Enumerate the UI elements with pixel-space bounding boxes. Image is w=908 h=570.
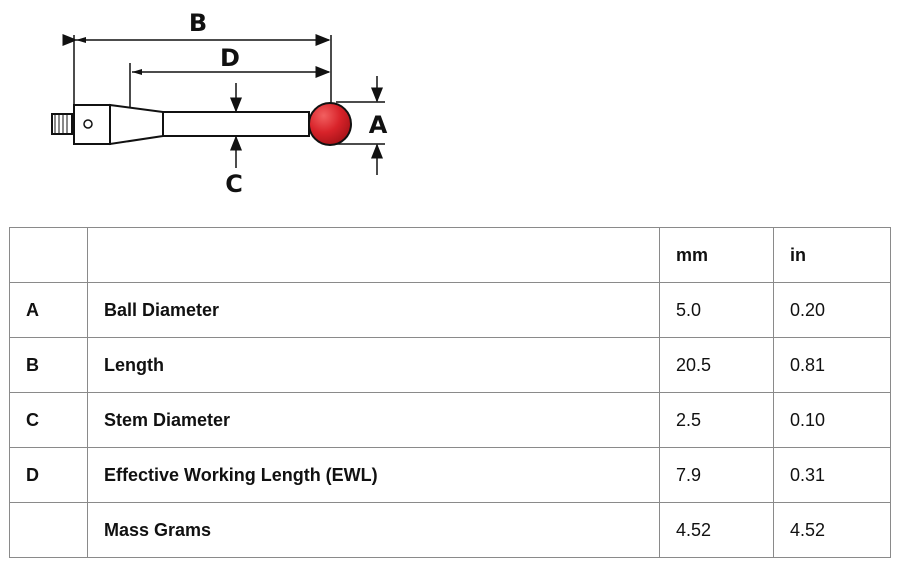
taper bbox=[109, 103, 164, 146]
row-name: Length bbox=[87, 337, 660, 393]
row-key bbox=[9, 502, 88, 558]
row-mm: 5.0 bbox=[659, 282, 774, 338]
table-row: C Stem Diameter 2.5 0.10 bbox=[9, 392, 891, 448]
header-name bbox=[87, 227, 660, 283]
row-mm: 2.5 bbox=[659, 392, 774, 448]
header-mm: mm bbox=[659, 227, 774, 283]
label-d: D bbox=[220, 44, 240, 72]
table-row: D Effective Working Length (EWL) 7.9 0.3… bbox=[9, 447, 891, 503]
row-in: 4.52 bbox=[773, 502, 891, 558]
table-header-row: mm in bbox=[9, 227, 891, 283]
row-name: Effective Working Length (EWL) bbox=[87, 447, 660, 503]
row-in: 0.31 bbox=[773, 447, 891, 503]
dimensions-table: mm in A Ball Diameter 5.0 0.20 B Length … bbox=[9, 227, 891, 558]
row-key: A bbox=[9, 282, 88, 338]
label-c: C bbox=[225, 170, 243, 198]
table-row: B Length 20.5 0.81 bbox=[9, 337, 891, 393]
row-in: 0.10 bbox=[773, 392, 891, 448]
row-in: 0.81 bbox=[773, 337, 891, 393]
row-mm: 20.5 bbox=[659, 337, 774, 393]
row-name: Ball Diameter bbox=[87, 282, 660, 338]
table-row: Mass Grams 4.52 4.52 bbox=[9, 502, 891, 558]
row-mm: 7.9 bbox=[659, 447, 774, 503]
label-a: A bbox=[369, 111, 388, 139]
row-mm: 4.52 bbox=[659, 502, 774, 558]
row-name: Mass Grams bbox=[87, 502, 660, 558]
ruby-ball bbox=[308, 102, 352, 146]
stylus-diagram: B D A C bbox=[51, 9, 388, 198]
row-key: C bbox=[9, 392, 88, 448]
label-b: B bbox=[189, 9, 207, 37]
row-key: D bbox=[9, 447, 88, 503]
row-key: B bbox=[9, 337, 88, 393]
table-row: A Ball Diameter 5.0 0.20 bbox=[9, 282, 891, 338]
stem bbox=[162, 111, 310, 137]
header-key bbox=[9, 227, 88, 283]
row-name: Stem Diameter bbox=[87, 392, 660, 448]
row-in: 0.20 bbox=[773, 282, 891, 338]
header-in: in bbox=[773, 227, 891, 283]
